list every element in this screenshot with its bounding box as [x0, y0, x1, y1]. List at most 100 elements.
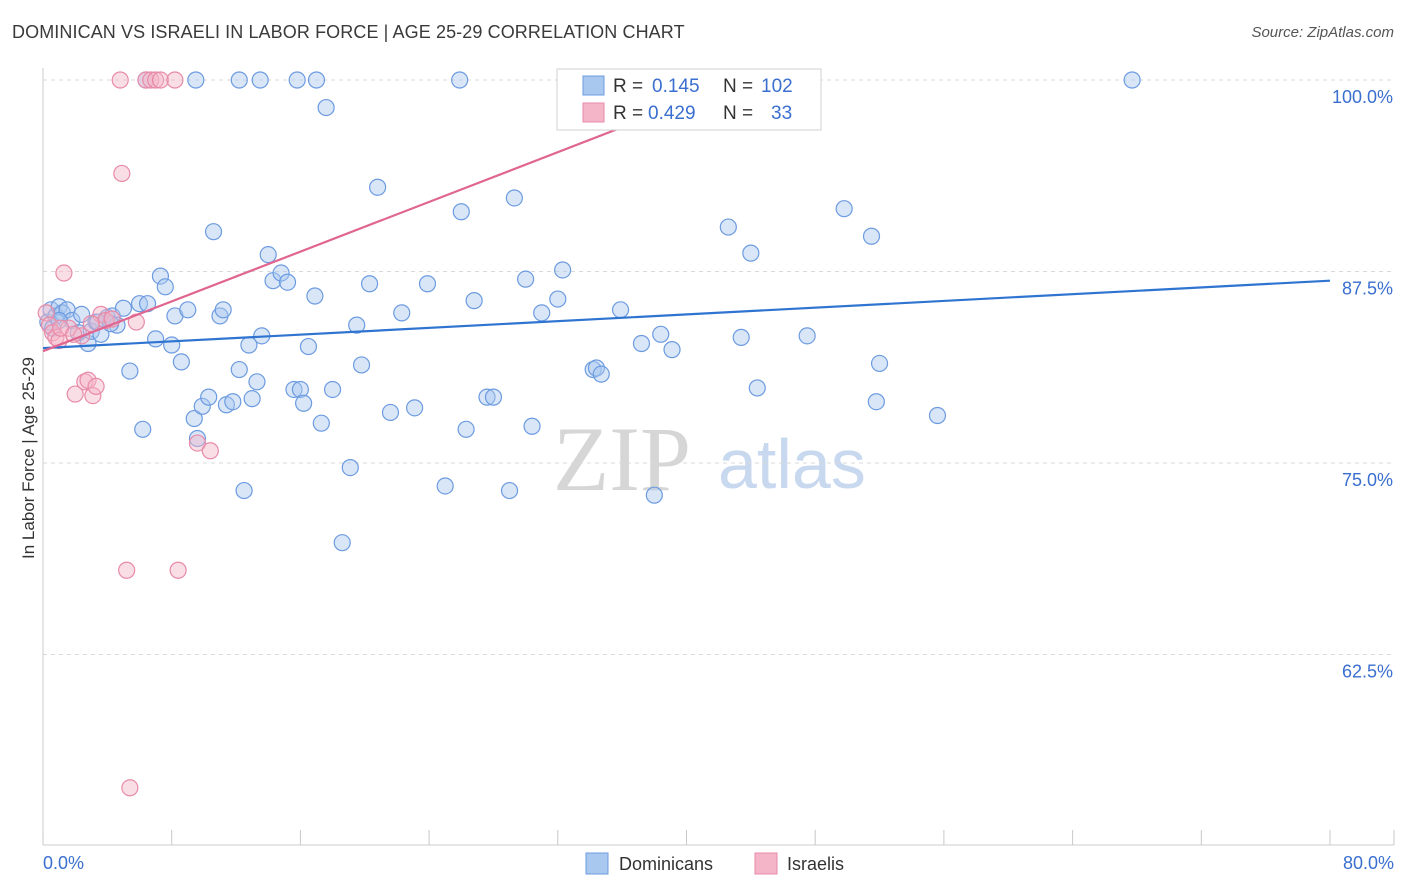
- dominican-point: [121, 362, 139, 380]
- legend-n-label-israelis: N =: [723, 103, 753, 124]
- dominican-point: [719, 218, 737, 236]
- y-axis-title: In Labor Force | Age 25-29: [19, 357, 38, 559]
- dominican-point: [312, 414, 330, 432]
- dominican-point: [870, 354, 889, 373]
- israeli-point: [147, 71, 165, 89]
- dominican-point: [224, 393, 242, 411]
- dominican-point: [523, 417, 541, 435]
- dominican-point: [436, 477, 454, 495]
- dominican-point: [163, 336, 181, 354]
- legend-n-value-israelis: 33: [771, 103, 792, 124]
- dominican-point: [798, 327, 816, 345]
- watermark-atlas: atlas: [718, 425, 866, 503]
- bottom-legend-label-israelis: Israelis: [787, 854, 844, 874]
- dominican-point: [306, 287, 324, 305]
- dominican-point: [285, 380, 303, 399]
- dominican-point: [478, 388, 496, 406]
- y-tick-label: 75.0%: [1342, 470, 1393, 490]
- dominican-point: [295, 394, 313, 412]
- israeli-point: [66, 385, 84, 403]
- dominican-point: [663, 341, 681, 359]
- watermark-zip: ZIP: [553, 408, 691, 510]
- israeli-point: [87, 377, 105, 395]
- dominican-point: [307, 71, 326, 89]
- dominican-point: [333, 534, 351, 552]
- chart-title: DOMINICAN VS ISRAELI IN LABOR FORCE | AG…: [12, 22, 685, 42]
- dominican-point: [554, 261, 572, 279]
- dominican-point: [862, 227, 881, 245]
- israeli-point: [113, 164, 131, 183]
- dominican-point: [272, 264, 290, 282]
- dominican-point: [114, 299, 133, 317]
- bottom-legend: Dominicans Israelis: [585, 852, 844, 875]
- dominican-point: [517, 270, 535, 288]
- dominican-point: [151, 267, 170, 285]
- dominican-point: [317, 98, 335, 117]
- x-tick-label-min: 0.0%: [43, 853, 84, 873]
- dominican-point: [185, 409, 203, 428]
- bottom-legend-label-dominicans: Dominicans: [619, 854, 713, 874]
- dominican-point: [549, 290, 567, 308]
- x-tick-label-max: 80.0%: [1343, 853, 1394, 873]
- dominican-point: [193, 397, 211, 415]
- israeli-point: [142, 71, 160, 89]
- dominicans-trend-line: [42, 279, 1331, 350]
- israeli-point: [188, 434, 207, 452]
- dominican-point: [457, 420, 475, 438]
- israeli-point: [121, 779, 139, 797]
- dominican-point: [381, 403, 400, 422]
- dominican-point: [360, 275, 379, 293]
- legend-r-value-dominicans: 0.145: [652, 76, 700, 97]
- dominican-point: [204, 223, 223, 241]
- legend-n-value-dominicans: 102: [761, 76, 793, 97]
- dominican-point: [652, 325, 670, 343]
- dominican-point: [156, 278, 174, 296]
- dominican-point: [484, 388, 503, 406]
- points-layer: [37, 71, 1141, 797]
- dominican-point: [299, 337, 318, 356]
- dominican-point: [291, 380, 309, 399]
- dominican-point: [867, 393, 885, 411]
- dominican-point: [251, 71, 269, 89]
- dominican-point: [288, 71, 306, 89]
- dominican-point: [611, 301, 630, 319]
- dominican-point: [214, 301, 232, 319]
- dominican-point: [188, 429, 207, 448]
- dominican-point: [348, 316, 366, 334]
- dominican-point: [179, 301, 197, 319]
- legend-n-label-dominicans: N =: [723, 76, 753, 97]
- legend-r-label-dominicans: R =: [613, 76, 643, 97]
- y-tick-label: 100.0%: [1332, 87, 1393, 107]
- dominican-point: [452, 203, 470, 221]
- dominican-point: [748, 379, 766, 397]
- bottom-legend-swatch-israelis: [754, 852, 778, 875]
- dominican-point: [592, 365, 610, 383]
- dominican-point: [200, 388, 218, 406]
- dominican-point: [243, 390, 261, 408]
- dominican-point: [505, 189, 523, 207]
- legend-r-label-israelis: R =: [613, 103, 643, 124]
- dominican-point: [369, 178, 387, 196]
- dominican-point: [352, 356, 371, 374]
- x-ticks: [42, 830, 1395, 845]
- dominican-point: [1123, 71, 1141, 89]
- israeli-point: [169, 561, 187, 579]
- dominican-point: [187, 71, 205, 89]
- israeli-point: [118, 561, 136, 579]
- israeli-point: [84, 386, 102, 405]
- dominican-point: [230, 71, 248, 89]
- dominican-point: [500, 481, 519, 500]
- dominican-point: [742, 244, 760, 262]
- dominican-point: [259, 246, 277, 264]
- dominican-point: [632, 334, 651, 353]
- dominican-point: [147, 330, 165, 348]
- dominican-point: [451, 71, 469, 89]
- dominican-point: [230, 360, 248, 379]
- dominican-point: [134, 420, 152, 438]
- stats-legend: R = 0.145 N = 102 R = 0.429 N = 33: [556, 68, 822, 131]
- dominican-point: [323, 380, 342, 399]
- bottom-legend-swatch-dominicans: [585, 852, 609, 875]
- dominican-point: [732, 328, 750, 346]
- israeli-point: [166, 71, 184, 89]
- legend-swatch-israelis: [582, 102, 605, 123]
